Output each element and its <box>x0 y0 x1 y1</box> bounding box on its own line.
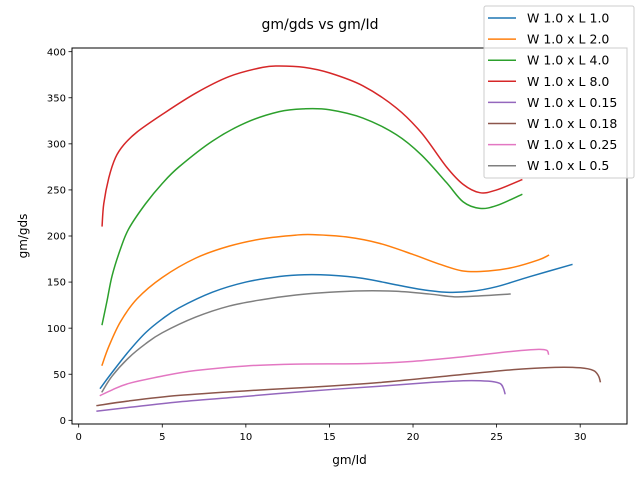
x-tick-label: 15 <box>323 432 336 443</box>
legend-label-3: W 1.0 x L 4.0 <box>527 53 609 68</box>
y-tick-label: 50 <box>53 370 66 381</box>
legend-entries: W 1.0 x L 1.0 W 1.0 x L 2.0 W 1.0 x L 4.0 W… <box>488 11 617 173</box>
legend: W 1.0 x L 1.0 W 1.0 x L 2.0 W 1.0 x L 4.0 W… <box>483 5 635 179</box>
series-line-7 <box>99 348 550 397</box>
y-tick-label: 200 <box>47 232 66 243</box>
series-line-1 <box>99 263 573 390</box>
legend-label-2: W 1.0 x L 2.0 <box>527 32 609 47</box>
legend-label-5: W 1.0 x L 0.15 <box>527 95 617 110</box>
x-tick-label: 30 <box>574 432 587 443</box>
legend-label-8: W 1.0 x L 0.5 <box>527 158 609 173</box>
y-tick-label: 150 <box>47 278 66 289</box>
x-tick-label: 5 <box>159 432 165 443</box>
chart-title: gm/gds vs gm/Id <box>261 17 378 33</box>
y-tick-label: 400 <box>47 47 66 58</box>
series-line-3 <box>101 107 523 326</box>
y-tick-label: 250 <box>47 186 66 197</box>
y-tick-label: 350 <box>47 93 66 104</box>
series-line-2 <box>101 233 550 366</box>
y-tick-label: 100 <box>47 324 66 335</box>
series-line-4 <box>101 65 523 227</box>
x-tick-label: 0 <box>75 432 81 443</box>
series-line-6 <box>96 366 602 407</box>
y-axis-label: gm/gds <box>16 214 30 259</box>
x-axis: 0 5 10 15 20 25 30 <box>75 424 587 443</box>
legend-label-1: W 1.0 x L 1.0 <box>527 11 609 26</box>
x-tick-label: 25 <box>490 432 503 443</box>
y-tick-label: 300 <box>47 139 66 150</box>
legend-label-7: W 1.0 x L 0.25 <box>527 137 617 152</box>
x-axis-label: gm/Id <box>332 453 367 467</box>
x-tick-label: 20 <box>407 432 420 443</box>
legend-label-6: W 1.0 x L 0.18 <box>527 116 617 131</box>
series-line-5 <box>96 379 506 412</box>
legend-label-4: W 1.0 x L 8.0 <box>527 74 609 89</box>
series-layer <box>96 65 602 412</box>
y-axis: 0 50 100 150 200 250 300 350 400 <box>47 47 72 427</box>
x-tick-label: 10 <box>239 432 252 443</box>
series-line-8 <box>101 290 511 393</box>
legend-box <box>483 5 635 179</box>
y-tick-label: 0 <box>60 416 66 427</box>
